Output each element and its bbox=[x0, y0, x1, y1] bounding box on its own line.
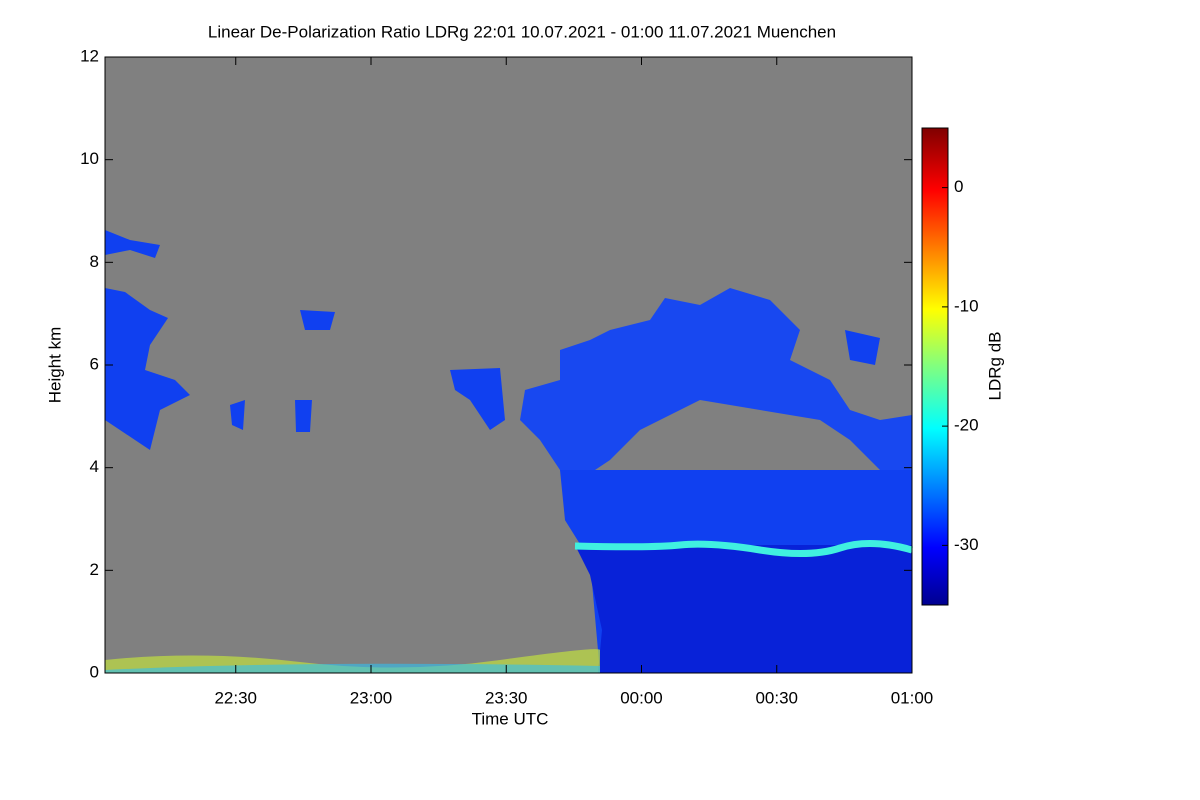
colorbar bbox=[921, 127, 949, 606]
colorbar-tick-label: 0 bbox=[954, 177, 963, 196]
plot-image bbox=[105, 57, 913, 673]
x-axis-title: Time UTC bbox=[472, 709, 549, 728]
y-tick-label: 2 bbox=[90, 560, 99, 579]
x-tick-label: 23:00 bbox=[350, 688, 393, 707]
x-tick-label: 00:00 bbox=[620, 688, 663, 707]
x-tick-label: 22:30 bbox=[214, 688, 257, 707]
y-tick-label: 10 bbox=[80, 149, 99, 168]
y-tick-label: 4 bbox=[90, 457, 99, 476]
colorbar-tick-label: -10 bbox=[954, 296, 979, 315]
y-tick-label: 8 bbox=[90, 252, 99, 271]
y-tick-label: 6 bbox=[90, 354, 99, 373]
x-tick-label: 01:00 bbox=[891, 688, 934, 707]
colorbar-tick-label: -20 bbox=[954, 416, 979, 435]
colorbar-tick-label: -30 bbox=[954, 535, 979, 554]
chart-title: Linear De-Polarization Ratio LDRg 22:01 … bbox=[208, 22, 836, 41]
x-tick-label: 00:30 bbox=[755, 688, 798, 707]
y-axis-title: Height km bbox=[45, 327, 64, 404]
colorbar-title: LDRg dB bbox=[985, 332, 1004, 401]
y-tick-label: 12 bbox=[80, 46, 99, 65]
x-tick-label: 23:30 bbox=[485, 688, 528, 707]
y-tick-label: 0 bbox=[90, 662, 99, 681]
